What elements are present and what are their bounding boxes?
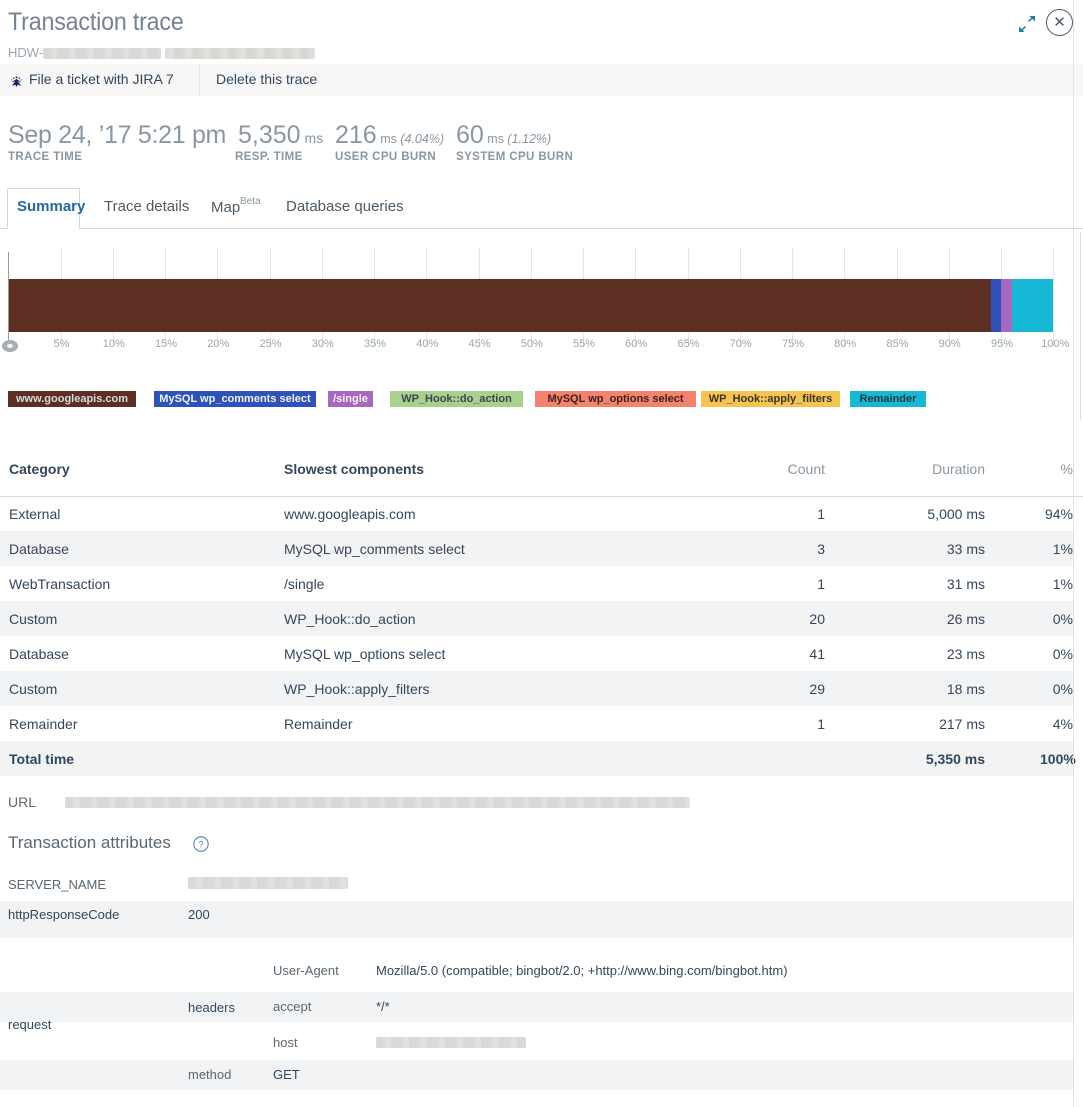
svg-text:?: ? [199, 840, 204, 850]
